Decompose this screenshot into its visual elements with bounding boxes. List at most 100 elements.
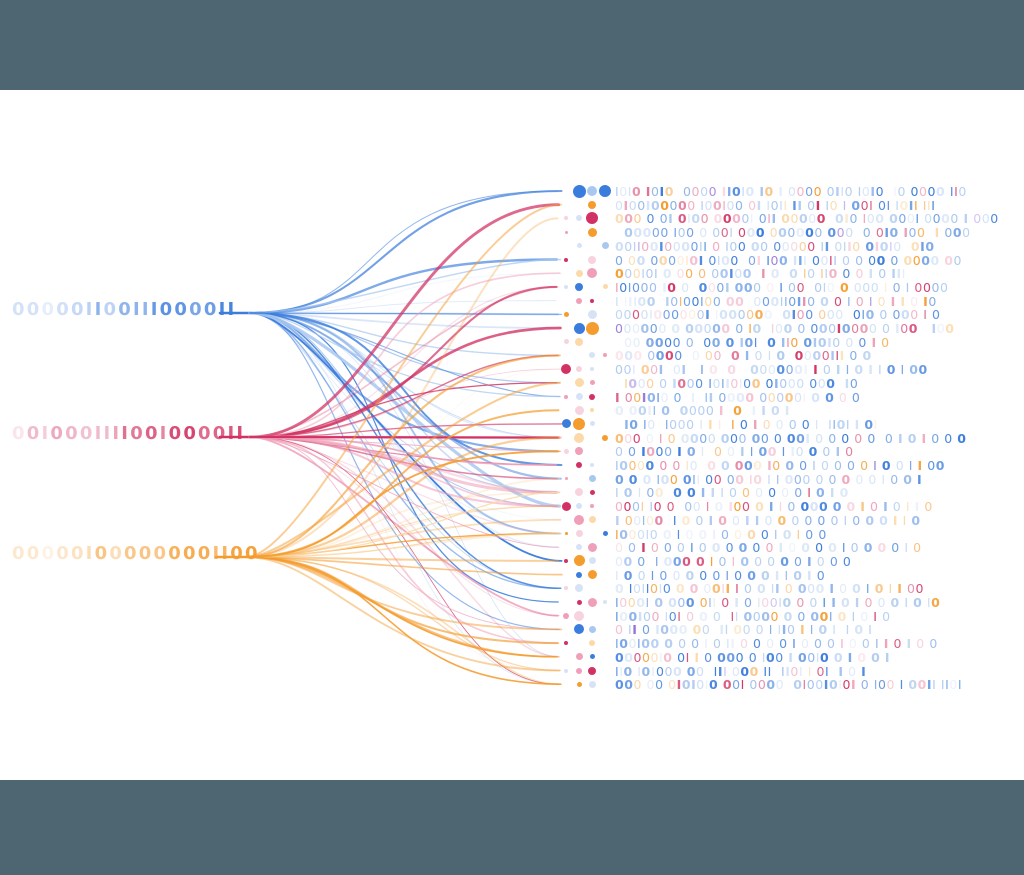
binary-char: I bbox=[712, 526, 717, 542]
binary-char: 0 bbox=[677, 211, 688, 227]
binary-char: 0 bbox=[649, 238, 660, 254]
binary-char: I bbox=[773, 526, 779, 542]
binary-char: I bbox=[744, 348, 750, 364]
binary-char: 0 bbox=[707, 458, 717, 473]
binary-char: 0 bbox=[878, 266, 887, 282]
binary-char: 0 bbox=[686, 663, 697, 679]
binary-char: 0 bbox=[619, 526, 629, 542]
stream-bit: I bbox=[94, 299, 104, 320]
binary-char: 0 bbox=[624, 430, 633, 446]
binary-char: I bbox=[641, 444, 647, 460]
binary-char: 0 bbox=[809, 499, 819, 515]
binary-char: 0 bbox=[623, 362, 633, 378]
row-dot bbox=[585, 321, 599, 335]
binary-char: 0 bbox=[681, 238, 691, 254]
row-dot bbox=[589, 654, 595, 660]
binary-char: 0 bbox=[646, 293, 656, 309]
stream-bit: I bbox=[112, 423, 122, 444]
binary-char: I bbox=[827, 334, 833, 350]
binary-char: 0 bbox=[804, 512, 813, 528]
binary-char: 0 bbox=[815, 677, 824, 693]
binary-char: I bbox=[615, 636, 620, 652]
binary-char: 0 bbox=[677, 197, 688, 213]
binary-char: 0 bbox=[881, 458, 892, 473]
binary-char: 0 bbox=[642, 622, 651, 638]
binary-char: I bbox=[766, 252, 771, 268]
binary-char: I bbox=[707, 416, 714, 432]
row-dot bbox=[561, 419, 571, 429]
binary-row: 00000 I00 0 00I 000 000000 000 0 0I0 I00… bbox=[615, 225, 971, 241]
binary-char: 0 bbox=[893, 636, 902, 652]
binary-char: I bbox=[637, 238, 642, 254]
binary-char: 0 bbox=[633, 677, 643, 693]
binary-char: 0 bbox=[853, 279, 863, 295]
binary-char: I bbox=[815, 197, 821, 213]
binary-char: 0 bbox=[766, 279, 775, 295]
binary-char: 0 bbox=[718, 553, 728, 569]
binary-char: 0 bbox=[769, 595, 779, 610]
binary-char: 0 bbox=[828, 321, 837, 336]
binary-char: I bbox=[615, 485, 620, 501]
binary-char: 0 bbox=[770, 266, 780, 282]
binary-char: 0 bbox=[615, 553, 624, 569]
row-dot bbox=[575, 584, 583, 593]
row-dot bbox=[588, 200, 596, 209]
row-dot bbox=[575, 282, 583, 291]
binary-char: I bbox=[730, 636, 736, 652]
binary-char: 0 bbox=[939, 279, 949, 295]
binary-char: I bbox=[741, 184, 746, 199]
binary-row: I000I 0 000 0II 0 I 0 I00I0 0 0 I I 0 I … bbox=[615, 595, 940, 610]
binary-char: 0 bbox=[805, 184, 814, 199]
binary-char: 0 bbox=[867, 430, 876, 446]
binary-char: 0 bbox=[677, 375, 687, 391]
binary-char: 0 bbox=[818, 307, 827, 323]
binary-char: 0 bbox=[685, 334, 695, 350]
stream-bit: I bbox=[227, 423, 237, 444]
binary-char: 0 bbox=[775, 321, 784, 336]
binary-char: 0 bbox=[633, 649, 643, 665]
binary-char: 0 bbox=[640, 321, 650, 336]
binary-char: I bbox=[796, 293, 802, 309]
binary-char: 0 bbox=[759, 362, 768, 378]
binary-char: 0 bbox=[760, 430, 770, 446]
binary-char: 0 bbox=[922, 279, 932, 295]
binary-char: 0 bbox=[790, 334, 799, 350]
stream-bit: 0 bbox=[12, 299, 27, 320]
binary-char: 0 bbox=[677, 649, 686, 665]
binary-char: 0 bbox=[775, 649, 784, 665]
binary-char: 0 bbox=[805, 225, 815, 241]
stream-bit: I bbox=[121, 423, 131, 444]
stream-bit: 0 bbox=[130, 423, 145, 444]
binary-char: 0 bbox=[928, 293, 937, 309]
binary-char: 0 bbox=[859, 321, 869, 336]
binary-char: 0 bbox=[855, 252, 864, 268]
stream-bit: 0 bbox=[70, 299, 86, 320]
binary-char: I bbox=[873, 608, 878, 624]
binary-char: 0 bbox=[745, 389, 755, 405]
stream-bit: 0 bbox=[50, 423, 66, 444]
binary-char: 0 bbox=[828, 677, 839, 693]
binary-char: 0 bbox=[646, 375, 655, 391]
binary-char: 0 bbox=[790, 211, 799, 227]
binary-char: 0 bbox=[666, 499, 676, 515]
binary-char: I bbox=[813, 362, 819, 378]
binary-char: 0 bbox=[662, 266, 673, 282]
binary-char: I bbox=[720, 485, 725, 501]
binary-char: 0 bbox=[818, 321, 829, 336]
binary-char: I bbox=[823, 677, 829, 693]
binary-row: I 0 0 I 0 0 0 0 0 I 0 0 0 I I 0 I 0 bbox=[615, 569, 825, 583]
binary-char: 0 bbox=[796, 595, 805, 610]
binary-char: 0 bbox=[662, 307, 672, 323]
binary-char: I bbox=[829, 485, 836, 501]
row-dot bbox=[561, 501, 571, 511]
row-dot bbox=[564, 532, 568, 535]
stream-bit: 0 bbox=[198, 423, 213, 444]
stream-bit: 0 bbox=[41, 543, 57, 564]
stream-bit: 0 bbox=[168, 423, 184, 444]
binary-char: I bbox=[779, 197, 784, 213]
binary-char: 0 bbox=[930, 252, 940, 268]
binary-char: I bbox=[807, 553, 813, 569]
binary-char: I bbox=[792, 636, 797, 652]
binary-char: 0 bbox=[753, 458, 763, 473]
row-dot bbox=[599, 185, 611, 197]
